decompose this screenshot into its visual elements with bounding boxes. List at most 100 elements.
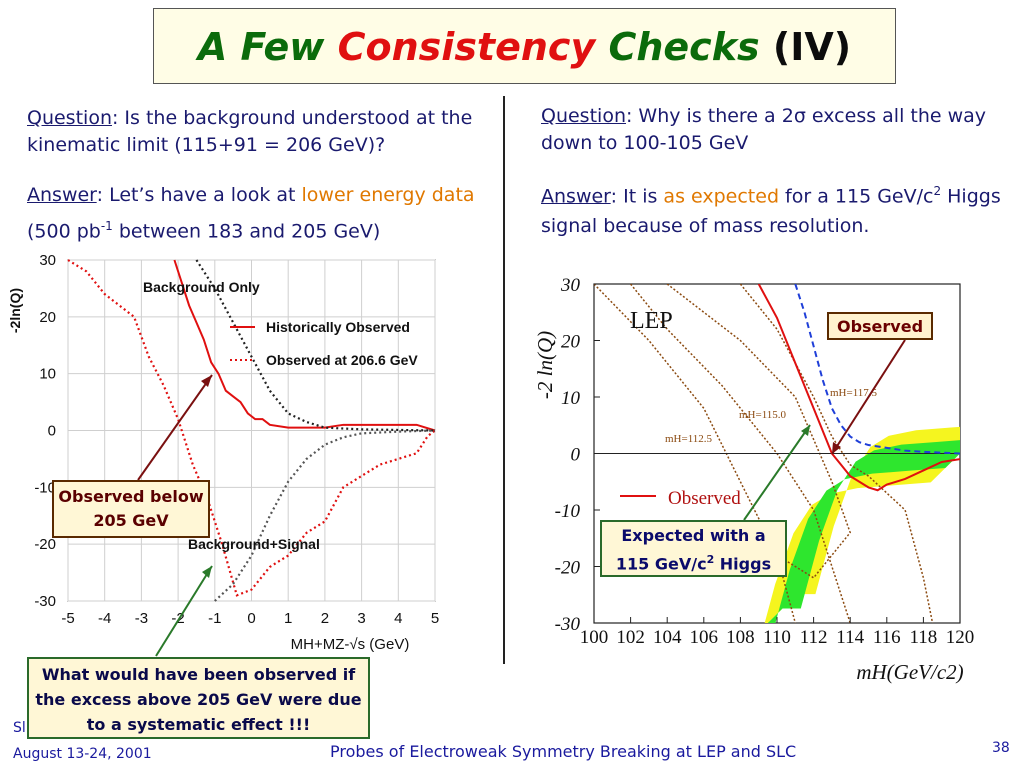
right-expected-curve-2 [739,284,934,623]
right-y-label: -2 ln(Q) [533,331,557,399]
right-answer: Answer: It is as expected for a 115 GeV/… [541,176,1011,241]
expected-sup: 2 [706,553,715,566]
left-series-line-0 [173,259,436,432]
right-answer-highlight: as expected [663,185,779,208]
right-curve-label-117: mH=117.5 [830,387,878,399]
callout-observed-below-205: Observed below 205 GeV [52,480,210,538]
left-y-tick-2: -10 [34,479,56,496]
footer-sl: Sl [13,720,26,736]
title-part4: (IV) [772,25,852,69]
right-answer-sup: 2 [933,184,942,198]
right-x-tick-6: 112 [800,627,828,648]
left-answer-highlight: lower energy data [301,184,475,206]
left-question-text: : Is the background understood at the ki… [27,107,473,156]
right-curve-label-115: mH=115.0 [739,409,787,421]
right-y-tick-1: 20 [561,332,581,353]
footer-date: August 13-24, 2001 [13,746,152,762]
left-question-label: Question [27,107,112,129]
right-y-tick-3: 0 [571,445,581,466]
right-band-1sigma [767,440,960,623]
callout-systematic-effect: What would have been observed if the exc… [27,657,370,739]
expected-text: Expected with a 115 GeV/c [615,526,766,574]
right-y-tick-4: -10 [555,501,581,522]
left-x-tick-0: -5 [61,610,74,627]
right-chart-title: LEP [630,308,673,334]
right-y-tick-5: -20 [555,558,581,579]
right-answer-text2: for a 115 GeV/c [779,185,934,208]
callout-observed-right: Observed [827,312,933,340]
left-chart: -5 -4 -3 -2 -1 0 1 2 3 4 5-30-20-100102030-2ln(Q)M… [7,252,439,657]
right-x-tick-2: 104 [653,627,682,648]
left-legend-historical: Historically Observed [266,319,410,335]
left-x-tick-9: 4 [394,610,402,627]
right-x-tick-1: 102 [616,627,645,648]
title-part2: Consistency [337,25,596,69]
slide-title: A Few Consistency Checks (IV) [153,8,896,84]
left-arrowhead-systematic [202,566,212,578]
left-question: Question: Is the background understood a… [27,105,497,159]
left-y-tick-0: -30 [34,593,56,610]
left-arrow-observed [137,374,213,481]
left-y-tick-6: 30 [39,252,56,269]
left-x-label: MH+MZ-√s (GeV) [291,636,410,653]
right-x-tick-0: 100 [580,627,609,648]
left-answer-text1: : Let’s have a look at [96,184,302,206]
right-question-label: Question [541,105,626,127]
right-x-tick-4: 108 [726,627,755,648]
title-part1: A Few [197,25,325,69]
left-series-line-3 [214,429,436,602]
left-x-tick-6: 1 [284,610,292,627]
title-part3: Checks [608,25,760,69]
right-x-tick-9: 118 [910,627,938,648]
left-answer-text3: between 183 and 205 GeV) [112,220,381,243]
right-arrow-expected [743,424,811,521]
right-y-tick-6: -30 [555,614,581,635]
right-question-text: : Why is there a 2σ excess all the way d… [541,105,987,154]
right-x-tick-8: 116 [873,627,901,648]
left-x-tick-8: 3 [357,610,365,627]
left-x-tick-1: -4 [98,610,111,627]
right-legend-observed: Observed [668,488,741,509]
right-arrow-observed [831,339,906,455]
footer-title: Probes of Electroweak Symmetry Breaking … [330,742,797,761]
right-answer-label: Answer [541,185,611,208]
left-arrowhead-observed [201,375,212,387]
right-answer-text1: : It is [610,185,664,208]
left-y-tick-3: 0 [48,423,56,440]
left-x-tick-10: 5 [431,610,439,627]
right-chart: 100 102 104 106 108 110 112 114 116 118 1203020100… [533,275,975,684]
left-y-label: -2ln(Q) [7,288,23,333]
left-x-tick-4: -1 [208,610,221,627]
right-answer-text3: Higgs signal because of mass resolution. [541,185,1001,238]
right-series-line-0 [757,284,960,492]
left-annotation-background-only: Background Only [143,279,260,295]
right-y-tick-0: 30 [560,275,581,296]
right-arrowhead-observed [832,442,841,454]
expected-text2: Higgs [714,554,772,574]
right-y-tick-2: 10 [561,388,581,409]
right-series-line-1 [794,284,960,455]
right-expected-curve-3 [666,284,852,579]
left-annotation-background-signal: Background+Signal [188,536,320,552]
left-y-tick-1: -20 [34,536,56,553]
left-answer-text2: (500 pb [27,220,101,243]
left-x-tick-7: 2 [321,610,329,627]
right-x-tick-10: 120 [946,627,975,648]
left-y-tick-5: 20 [39,309,56,326]
right-x-label: mH(GeV/c2) [856,660,963,684]
right-x-tick-5: 110 [763,627,791,648]
left-y-tick-4: 10 [39,366,56,383]
left-answer: Answer: Let’s have a look at lower energ… [27,180,497,247]
left-answer-sup: -1 [100,219,113,233]
left-legend-206: Observed at 206.6 GeV [266,352,418,368]
right-plot-area [594,284,960,623]
callout-expected-higgs: Expected with a 115 GeV/c2 Higgs [600,520,787,577]
left-answer-label: Answer [27,184,97,206]
left-arrow-systematic [155,565,213,657]
page-number: 38 [992,740,1010,756]
right-curve-label-112: mH=112.5 [665,433,713,445]
right-x-tick-7: 114 [836,627,864,648]
left-x-tick-5: 0 [247,610,255,627]
right-arrowhead-expected [801,425,810,436]
left-x-tick-2: -3 [135,610,148,627]
